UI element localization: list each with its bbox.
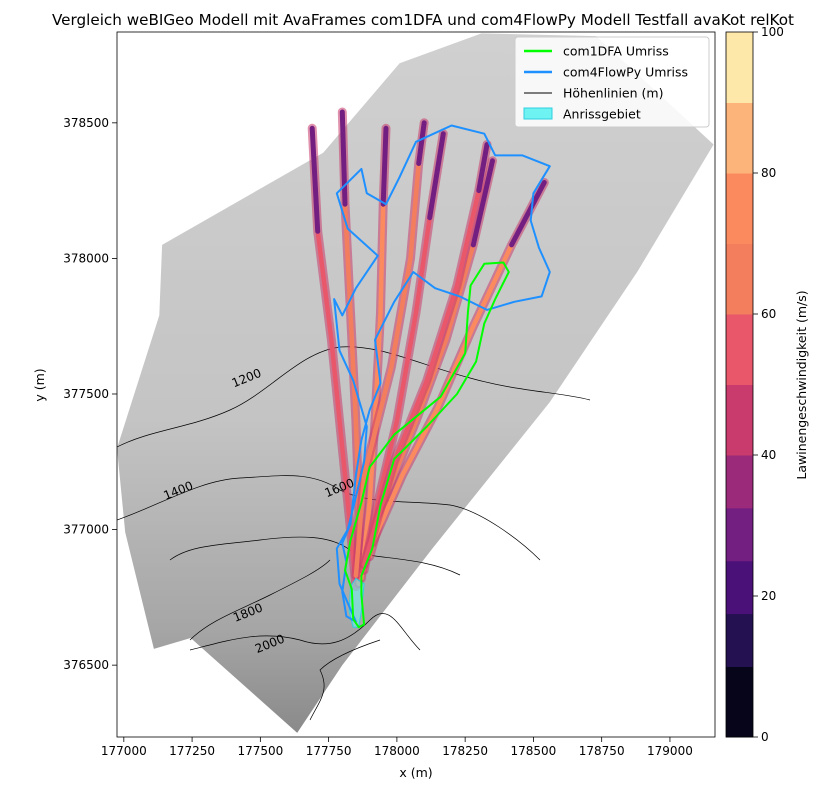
x-tick-label: 178250 — [442, 744, 488, 758]
legend: com1DFA Umriss com4FlowPy Umriss Höhenlini… — [514, 36, 710, 128]
colorbar-frame — [725, 31, 754, 738]
terrain-domain — [117, 33, 714, 733]
colorbar-band — [726, 455, 753, 509]
colorbar-tick-label: 40 — [761, 448, 776, 462]
colorbar-band — [726, 102, 753, 174]
contour-line — [169, 536, 461, 576]
chart-title: Vergleich weBIGeo Modell mit AvaFrames c… — [52, 11, 794, 29]
colorbar-band — [726, 384, 753, 456]
velocity-streak-tip — [416, 120, 427, 166]
x-axis: 177000 177250 177500 177750 178000 178250 1785… — [101, 737, 693, 758]
velocity-streak-tip — [427, 131, 446, 221]
colorbar-band — [726, 666, 753, 738]
y-tick-label: 377000 — [63, 523, 109, 537]
colorbar-band — [726, 507, 753, 562]
x-tick-label: 177000 — [101, 744, 147, 758]
contour-line — [309, 639, 381, 721]
legend-label: Anrissgebiet — [563, 107, 641, 122]
legend-label: com4FlowPy Umriss — [563, 65, 688, 80]
colorbar-band — [726, 173, 753, 244]
legend-label: Höhenlinien (m) — [563, 86, 663, 101]
x-tick-label: 177500 — [237, 744, 283, 758]
x-tick-label: 179000 — [647, 744, 693, 758]
y-axis-label: y (m) — [32, 368, 47, 401]
y-tick-label: 378000 — [63, 251, 109, 265]
velocity-streak-tip — [476, 142, 490, 194]
colorbar-band — [726, 32, 753, 103]
contour-line — [189, 559, 331, 641]
velocity-streak-tip — [380, 125, 389, 207]
colorbar-tick-label: 20 — [761, 589, 776, 603]
contour-line — [117, 475, 541, 561]
colorbar-tick-label: 80 — [761, 166, 776, 180]
colorbar-label: Lawinengeschwindigkeit (m/s) — [794, 290, 809, 479]
colorbar-tick-label: 100 — [761, 25, 784, 39]
x-axis-label: x (m) — [399, 765, 432, 780]
colorbar-band — [726, 314, 753, 385]
y-tick-label: 376500 — [63, 658, 109, 672]
colorbar-tick-label: 60 — [761, 307, 776, 321]
plot-frame — [116, 31, 716, 738]
contour-line — [189, 613, 421, 651]
legend-label: com1DFA Umriss — [563, 44, 669, 59]
colorbar-band — [726, 613, 753, 667]
velocity-streak-tip — [509, 180, 547, 248]
com1dfa-outline — [344, 261, 510, 629]
x-tick-label: 177250 — [169, 744, 215, 758]
x-tick-label: 178500 — [511, 744, 557, 758]
com4flowpy-outline — [333, 124, 551, 623]
x-tick-label: 177750 — [306, 744, 352, 758]
legend-box — [514, 36, 710, 128]
velocity-streak-tip — [339, 109, 348, 207]
colorbar-tick-label: 0 — [761, 730, 769, 744]
colorbar-band — [726, 243, 753, 315]
colorbar-band — [726, 560, 753, 615]
colorbar: 0 20 40 60 80 100 — [725, 25, 784, 744]
y-tick-label: 377500 — [63, 387, 109, 401]
x-tick-label: 178750 — [579, 744, 625, 758]
legend-swatch — [523, 107, 553, 120]
y-tick-label: 378500 — [63, 116, 109, 130]
x-tick-label: 178000 — [374, 744, 420, 758]
velocity-streak-tip — [309, 125, 321, 234]
y-axis: 376500 377000 377500 378000 378500 — [63, 116, 117, 672]
velocity-streak-tip — [470, 158, 495, 248]
